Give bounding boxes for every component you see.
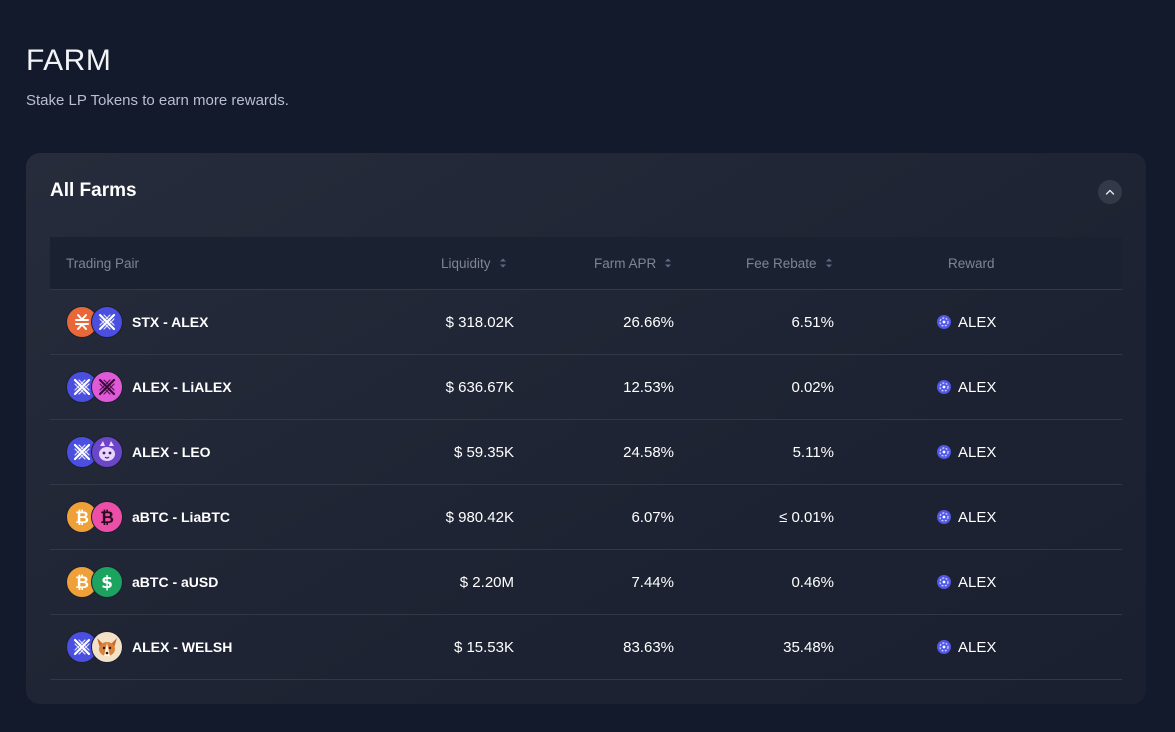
table-header: Trading Pair Liquidity Farm APR Fee Reba…	[50, 237, 1122, 290]
pair-icons: ₿ $	[66, 566, 124, 598]
farm-apr-value: 26.66%	[623, 313, 674, 331]
sort-icon	[499, 257, 507, 269]
fee-rebate-value: ≤ 0.01%	[779, 508, 834, 526]
page-title: FARM	[26, 44, 112, 77]
farms-table: Trading Pair Liquidity Farm APR Fee Reba…	[50, 237, 1122, 680]
alex-reward-icon	[936, 639, 958, 655]
svg-text:₿: ₿	[100, 508, 114, 527]
pair-icons	[66, 371, 124, 403]
reward-token: ALEX	[958, 443, 997, 461]
table-row[interactable]: ALEX - WELSH $ 15.53K 83.63% 35.48% ALEX	[50, 615, 1122, 680]
reward-cell: ALEX	[936, 355, 996, 419]
svg-text:₿: ₿	[75, 573, 89, 592]
pair-name: aBTC - LiaBTC	[132, 509, 230, 525]
liquidity-value: $ 636.67K	[445, 378, 514, 396]
alex-reward-icon	[936, 379, 958, 395]
column-fee-rebate-sort[interactable]: Fee Rebate	[746, 237, 833, 289]
pair-icons	[66, 436, 124, 468]
sort-icon	[825, 257, 833, 269]
pair-name: STX - ALEX	[132, 314, 209, 330]
pair-icons	[66, 306, 124, 338]
page-subtitle: Stake LP Tokens to earn more rewards.	[26, 92, 289, 109]
trading-pair: ALEX - WELSH	[66, 615, 232, 679]
table-body: STX - ALEX $ 318.02K 26.66% 6.51% ALEX ALEX -…	[50, 290, 1122, 680]
reward-cell: ALEX	[936, 290, 996, 354]
card-title: All Farms	[50, 180, 137, 201]
alex-token-icon	[66, 371, 98, 403]
alex-token-icon	[91, 306, 123, 338]
trading-pair: ₿ $ aBTC - aUSD	[66, 550, 218, 614]
svg-text:₿: ₿	[75, 508, 89, 527]
pair-name: ALEX - WELSH	[132, 639, 233, 655]
trading-pair: ALEX - LiALEX	[66, 355, 232, 419]
table-row[interactable]: ₿ ₿ aBTC - LiaBTC $ 980.42K 6.07% ≤ 0.01% ALEX	[50, 485, 1122, 550]
svg-text:$: $	[101, 573, 113, 592]
farm-apr-value: 12.53%	[623, 378, 674, 396]
liquidity-value: $ 15.53K	[453, 638, 514, 656]
column-label: Trading Pair	[66, 255, 140, 271]
welsh-token-icon	[91, 631, 123, 663]
column-label: Farm APR	[594, 255, 657, 271]
farm-apr-value: 7.44%	[631, 573, 674, 591]
liquidity-value: $ 59.35K	[453, 443, 514, 461]
farm-apr-value: 83.63%	[623, 638, 674, 656]
leo-token-icon	[91, 436, 123, 468]
alex-reward-icon	[936, 314, 958, 330]
reward-cell: ALEX	[936, 615, 996, 679]
lialex-token-icon	[91, 371, 123, 403]
reward-token: ALEX	[958, 378, 997, 396]
pair-icons: ₿ ₿	[66, 501, 124, 533]
column-label: Liquidity	[441, 255, 491, 271]
table-row[interactable]: STX - ALEX $ 318.02K 26.66% 6.51% ALEX	[50, 290, 1122, 355]
pair-name: aBTC - aUSD	[132, 574, 219, 590]
column-reward: Reward	[948, 237, 995, 289]
fee-rebate-value: 6.51%	[791, 313, 834, 331]
reward-cell: ALEX	[936, 550, 996, 614]
all-farms-card: All Farms Trading Pair Liquidity Farm AP…	[26, 153, 1146, 704]
trading-pair: STX - ALEX	[66, 290, 209, 354]
liabtc-token-icon: ₿	[91, 501, 123, 533]
pair-name: ALEX - LEO	[132, 444, 211, 460]
fee-rebate-value: 35.48%	[783, 638, 834, 656]
trading-pair: ₿ ₿ aBTC - LiaBTC	[66, 485, 230, 549]
column-label: Fee Rebate	[746, 255, 817, 271]
trading-pair: ALEX - LEO	[66, 420, 211, 484]
fee-rebate-value: 5.11%	[792, 443, 834, 461]
column-label: Reward	[948, 255, 995, 271]
ausd-token-icon: $	[91, 566, 123, 598]
table-row[interactable]: ALEX - LiALEX $ 636.67K 12.53% 0.02% ALEX	[50, 355, 1122, 420]
liquidity-value: $ 2.20M	[459, 573, 514, 591]
alex-reward-icon	[936, 444, 958, 460]
sort-icon	[664, 257, 672, 269]
column-trading-pair: Trading Pair	[66, 237, 139, 289]
reward-token: ALEX	[958, 573, 997, 591]
reward-cell: ALEX	[936, 420, 996, 484]
fee-rebate-value: 0.46%	[791, 573, 834, 591]
table-row[interactable]: ₿ $ aBTC - aUSD $ 2.20M 7.44% 0.46% ALEX	[50, 550, 1122, 615]
collapse-button[interactable]	[1098, 180, 1122, 204]
pair-icons	[66, 631, 124, 663]
farm-apr-value: 6.07%	[631, 508, 674, 526]
reward-token: ALEX	[958, 638, 997, 656]
pair-name: ALEX - LiALEX	[132, 379, 232, 395]
column-farm-apr-sort[interactable]: Farm APR	[594, 237, 672, 289]
reward-cell: ALEX	[936, 485, 996, 549]
liquidity-value: $ 318.02K	[445, 313, 514, 331]
column-liquidity-sort[interactable]: Liquidity	[441, 237, 507, 289]
alex-reward-icon	[936, 574, 958, 590]
fee-rebate-value: 0.02%	[791, 378, 834, 396]
reward-token: ALEX	[958, 508, 997, 526]
liquidity-value: $ 980.42K	[445, 508, 514, 526]
farm-apr-value: 24.58%	[623, 443, 674, 461]
reward-token: ALEX	[958, 313, 997, 331]
chevron-up-icon	[1105, 189, 1115, 195]
alex-reward-icon	[936, 509, 958, 525]
table-row[interactable]: ALEX - LEO $ 59.35K 24.58% 5.11% ALEX	[50, 420, 1122, 485]
abtc-token-icon: ₿	[66, 501, 98, 533]
